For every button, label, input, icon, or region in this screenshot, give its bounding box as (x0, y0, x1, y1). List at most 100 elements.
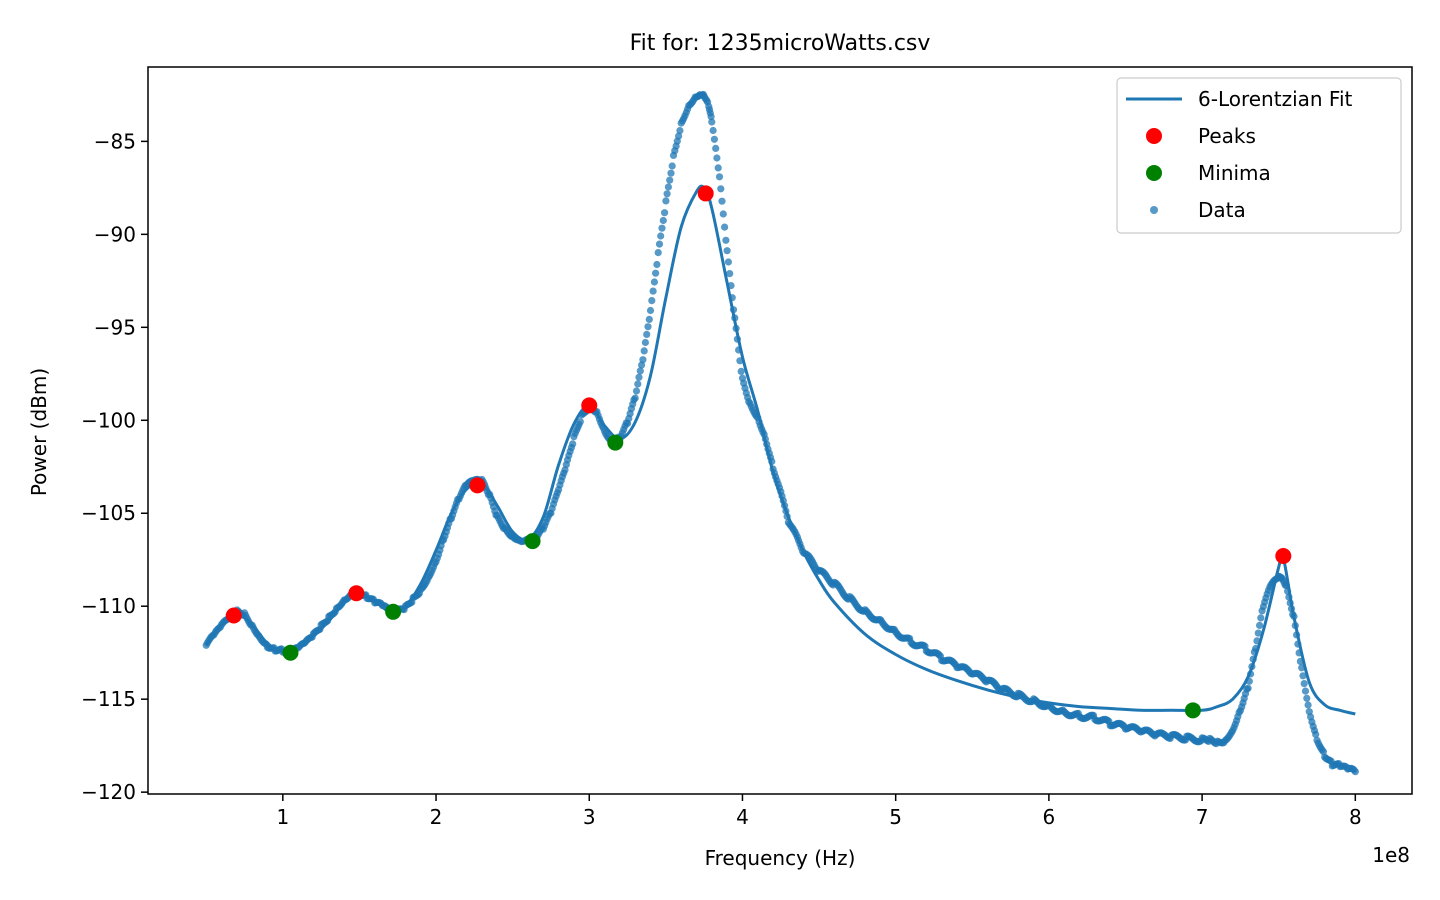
data-point (634, 380, 642, 388)
y-tick-label: −100 (81, 408, 136, 432)
data-point (635, 373, 643, 381)
data-point (645, 315, 653, 323)
data-point (719, 210, 727, 218)
data-point (653, 260, 661, 269)
data-point (713, 154, 721, 162)
data-point (726, 270, 734, 278)
data-point (1304, 701, 1312, 709)
data-point (1254, 629, 1262, 637)
data-point (646, 306, 655, 315)
data-point (640, 347, 648, 355)
x-tick-label: 1 (276, 805, 289, 829)
data-point (737, 367, 745, 375)
y-axis-label: Power (dBm) (27, 368, 51, 496)
legend-peak-marker-icon (1146, 128, 1162, 144)
data-point (708, 118, 716, 126)
data-point (712, 144, 720, 152)
data-point (644, 323, 652, 331)
legend-minima-marker-icon (1146, 165, 1162, 181)
data-point (666, 176, 674, 184)
legend-label-data: Data (1198, 198, 1246, 222)
legend-label-fit: 6-Lorentzian Fit (1198, 87, 1353, 111)
legend: 6-Lorentzian Fit Peaks Minima Data (1116, 77, 1402, 234)
x-offset-label: 1e8 (1372, 843, 1410, 867)
data-point (1300, 680, 1308, 688)
fit-line (204, 184, 1356, 716)
y-tick-label: −95 (94, 315, 136, 339)
data-point (1303, 694, 1311, 702)
data-point (639, 356, 647, 364)
y-tick-label: −90 (94, 222, 136, 246)
data-point (649, 287, 657, 295)
data-point (675, 132, 683, 140)
y-tick-label: −85 (94, 129, 136, 153)
data-point (661, 209, 669, 217)
plot-frame (147, 66, 1413, 795)
legend-data-marker-icon (1150, 206, 1158, 214)
data-point (721, 223, 729, 231)
minima-marker (282, 644, 299, 661)
data-point (654, 249, 662, 257)
chart-title: Fit for: 1235microWatts.csv (630, 31, 931, 56)
data-point (718, 197, 726, 205)
data-point (723, 247, 731, 255)
peak-marker (225, 607, 242, 624)
data-point (668, 162, 676, 170)
legend-label-minima: Minima (1198, 161, 1271, 185)
data-point (658, 224, 666, 232)
minima-marker (607, 434, 624, 451)
data-point (1319, 748, 1327, 756)
data-point (648, 297, 656, 305)
y-tick-label: −105 (81, 501, 136, 525)
y-axis: −85 −90 −95 −100 −105 −110 −115 −120 (81, 129, 148, 804)
data-point (569, 440, 577, 448)
data-point (714, 164, 722, 172)
data-point (663, 190, 671, 198)
peak-marker (1275, 548, 1292, 565)
data-point (709, 126, 717, 135)
x-tick-label: 6 (1043, 805, 1056, 829)
data-point (710, 135, 719, 143)
data-point (1301, 687, 1310, 695)
plot-area (202, 90, 1359, 776)
x-tick-label: 8 (1349, 805, 1362, 829)
peak-marker (348, 585, 365, 602)
data-point (659, 216, 667, 225)
data-point (636, 367, 644, 375)
y-tick-label: −120 (81, 780, 136, 804)
data-point (1299, 672, 1307, 680)
peak-marker (581, 397, 598, 414)
data-point (667, 169, 675, 177)
data-point (676, 127, 684, 135)
data-point (576, 418, 584, 426)
data-point (662, 197, 670, 205)
data-point (643, 330, 651, 338)
data-point (1312, 730, 1320, 739)
y-tick-label: −115 (81, 687, 136, 711)
data-point (707, 113, 715, 121)
data-point (722, 236, 730, 244)
x-tick-label: 3 (583, 805, 596, 829)
data-point (650, 278, 659, 286)
data-point (652, 269, 660, 277)
legend-label-peaks: Peaks (1198, 124, 1256, 148)
legend-box (1116, 77, 1402, 234)
x-tick-label: 2 (430, 805, 443, 829)
data-point (664, 183, 673, 191)
x-tick-label: 7 (1196, 805, 1209, 829)
minima-marker (524, 533, 541, 550)
x-axis-label: Frequency (Hz) (705, 846, 856, 870)
data-point (717, 185, 725, 193)
data-point (641, 338, 650, 347)
minima-marker (385, 603, 402, 620)
data-point (632, 387, 641, 395)
x-tick-label: 4 (736, 805, 749, 829)
peak-marker (469, 477, 486, 494)
y-tick-label: −110 (81, 594, 136, 618)
data-point (1351, 768, 1359, 776)
data-point (1257, 614, 1265, 622)
data-point (657, 232, 665, 240)
data-point (1244, 684, 1252, 692)
data-point (655, 240, 664, 248)
